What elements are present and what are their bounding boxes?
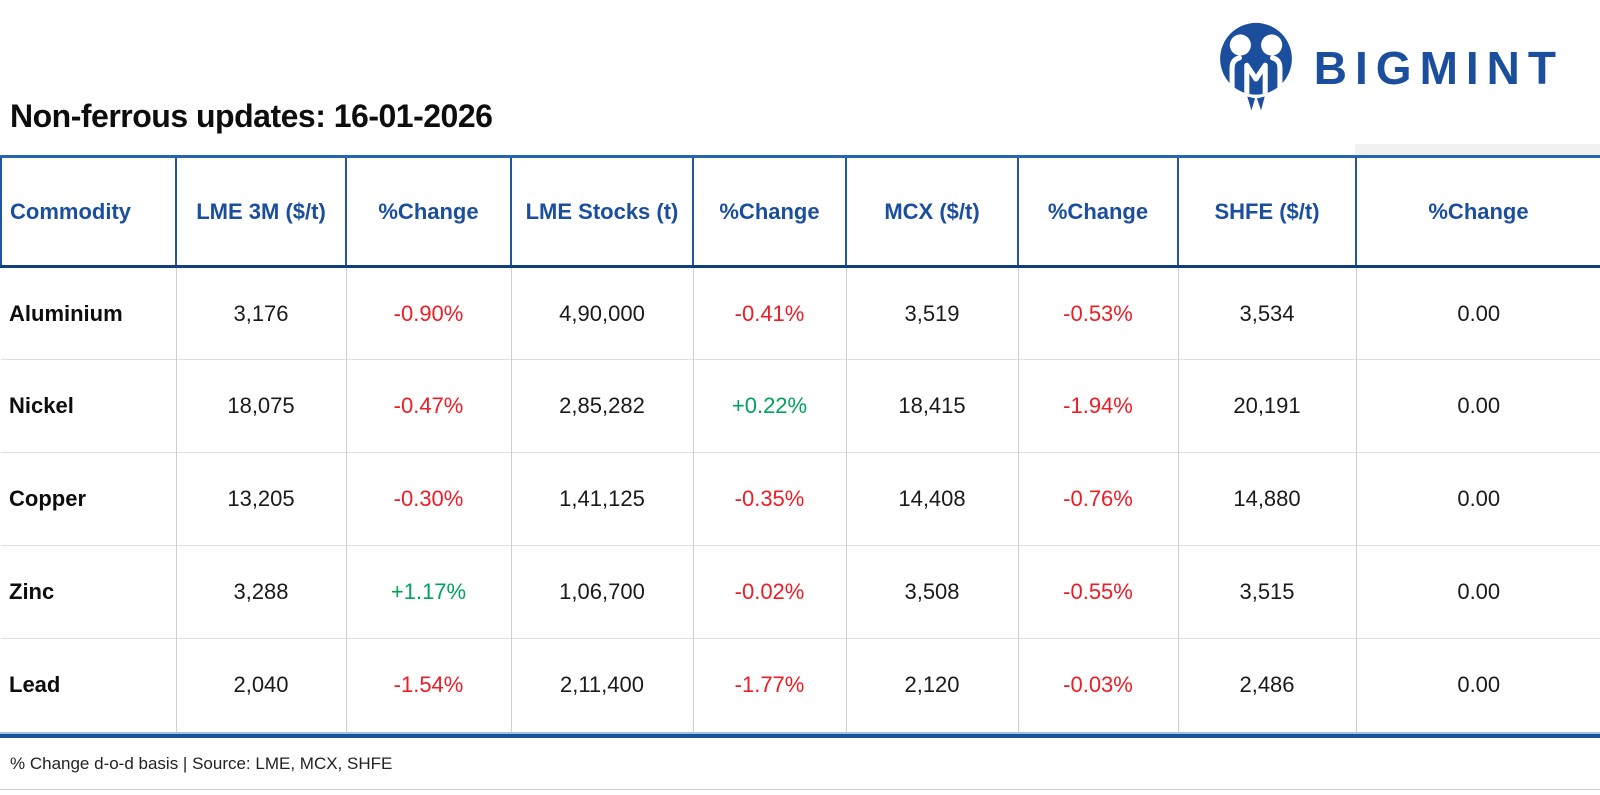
brand-name: BIGMINT <box>1313 42 1564 94</box>
value-cell: 2,120 <box>845 638 1018 732</box>
value-cell: 13,205 <box>175 452 346 546</box>
table-row: Aluminium 3,176 -0.90% 4,90,000 -0.41% 3,519-… <box>1 266 1600 360</box>
value-cell: 0.00 <box>1355 638 1600 732</box>
table-body: Aluminium 3,176 -0.90% 4,90,000 -0.41% 3,519-… <box>1 266 1600 732</box>
value-cell: 4,90,000 <box>510 266 693 360</box>
value-cell: 1,41,125 <box>510 452 693 546</box>
value-cell: -0.76% <box>1017 452 1178 546</box>
brand-logo: BIGMINT <box>1210 20 1564 116</box>
value-cell: 2,486 <box>1177 638 1356 732</box>
value-cell: 2,85,282 <box>510 359 693 453</box>
value-cell: -0.47% <box>345 359 511 453</box>
commodity-cell: Aluminium <box>1 266 176 360</box>
value-cell: -0.02% <box>692 545 846 639</box>
value-cell: 0.00 <box>1355 266 1600 360</box>
commodity-cell: Lead <box>1 638 176 732</box>
value-cell: 0.00 <box>1355 359 1600 453</box>
column-header: SHFE ($/t) <box>1177 155 1356 268</box>
commodity-table-wrap: Commodity LME 3M ($/t) %Change LME Stocks (… <box>0 155 1600 738</box>
value-cell: 1,06,700 <box>510 545 693 639</box>
value-cell: -0.53% <box>1017 266 1178 360</box>
value-cell: +0.22% <box>692 359 846 453</box>
value-cell: -0.41% <box>692 266 846 360</box>
commodity-cell: Zinc <box>1 545 176 639</box>
value-cell: 3,288 <box>175 545 346 639</box>
page-title: Non-ferrous updates: 16-01-2026 <box>10 98 493 134</box>
value-cell: -0.30% <box>345 452 511 546</box>
value-cell: 3,515 <box>1177 545 1356 639</box>
value-cell: -0.55% <box>1017 545 1178 639</box>
value-cell: -0.35% <box>692 452 846 546</box>
column-header: LME 3M ($/t) <box>175 155 346 268</box>
value-cell: -0.90% <box>345 266 511 360</box>
footer-note: % Change d-o-d basis | Source: LME, MCX,… <box>10 754 393 773</box>
value-cell: -0.03% <box>1017 638 1178 732</box>
column-header: MCX ($/t) <box>845 155 1018 268</box>
value-cell: -1.94% <box>1017 359 1178 453</box>
gray-notch-decor <box>1355 144 1600 155</box>
table-row: Nickel 18,075 -0.47% 2,85,282 +0.22% 18,415 -1… <box>1 359 1600 453</box>
column-header: Commodity <box>0 155 176 268</box>
value-cell: 0.00 <box>1355 545 1600 639</box>
value-cell: 0.00 <box>1355 452 1600 546</box>
value-cell: 18,415 <box>845 359 1018 453</box>
value-cell: 3,508 <box>845 545 1018 639</box>
value-cell: 3,176 <box>175 266 346 360</box>
commodity-table: Commodity LME 3M ($/t) %Change LME Stocks (… <box>0 155 1600 732</box>
column-header: %Change <box>692 155 846 268</box>
table-row: Lead 2,040 -1.54% 2,11,400 -1.77% 2,120 -0.03%… <box>1 638 1600 732</box>
value-cell: 2,11,400 <box>510 638 693 732</box>
bottom-hairline <box>0 789 1600 790</box>
table-bottom-rule <box>0 731 1600 738</box>
table-header-row: Commodity LME 3M ($/t) %Change LME Stocks (… <box>0 155 1600 268</box>
value-cell: 3,519 <box>845 266 1018 360</box>
table-row: Copper 13,205 -0.30% 1,41,125 -0.35% 14,408 -0… <box>1 452 1600 546</box>
table-row: Zinc 3,288 +1.17% 1,06,700 -0.02% 3,508 -0.55%… <box>1 545 1600 639</box>
value-cell: 20,191 <box>1177 359 1356 453</box>
value-cell: 14,880 <box>1177 452 1356 546</box>
value-cell: 2,040 <box>175 638 346 732</box>
value-cell: 14,408 <box>845 452 1018 546</box>
value-cell: +1.17% <box>345 545 511 639</box>
column-header: %Change <box>345 155 511 268</box>
column-header: %Change <box>1355 155 1600 268</box>
value-cell: -1.54% <box>345 638 511 732</box>
column-header: %Change <box>1017 155 1178 268</box>
value-cell: 3,534 <box>1177 266 1356 360</box>
commodity-cell: Copper <box>1 452 176 546</box>
column-header: LME Stocks (t) <box>510 155 693 268</box>
value-cell: 18,075 <box>175 359 346 453</box>
value-cell: -1.77% <box>692 638 846 732</box>
bigmint-logo-icon <box>1219 22 1292 111</box>
commodity-cell: Nickel <box>1 359 176 453</box>
